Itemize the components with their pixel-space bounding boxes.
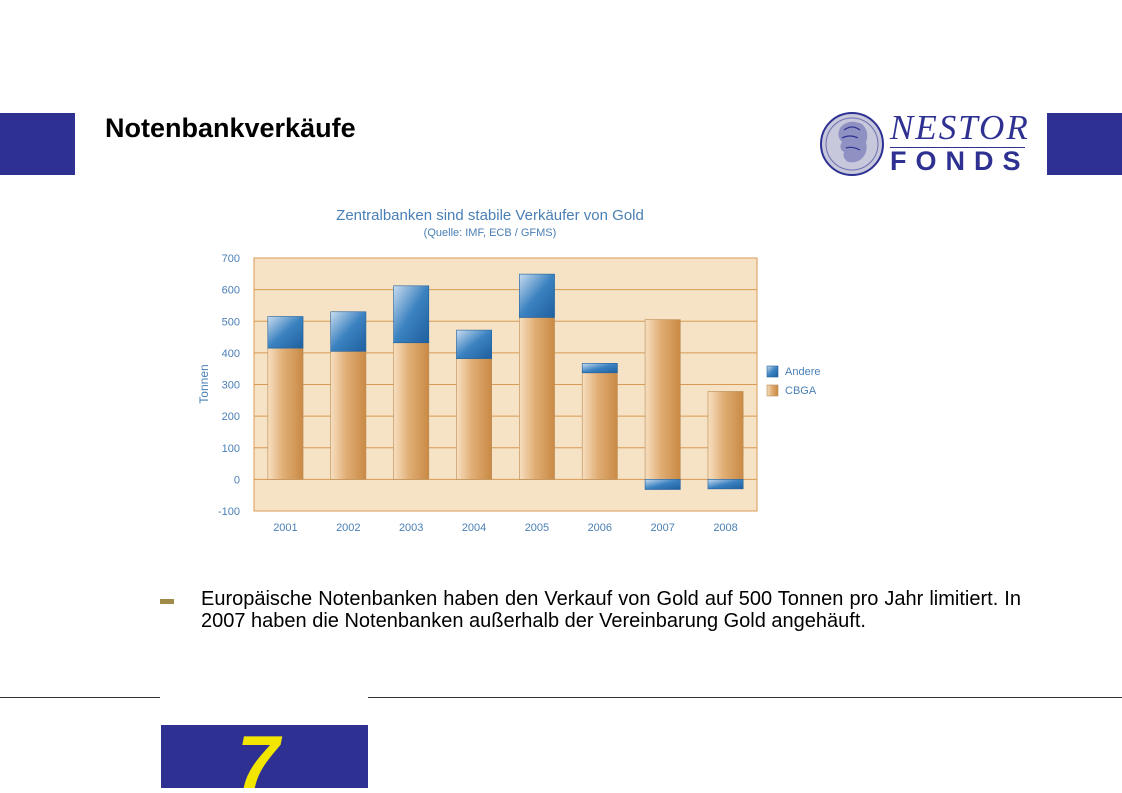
bar-cbga-2002 <box>330 350 367 480</box>
bar-andere-2005 <box>519 273 555 318</box>
y-tick-label: 600 <box>222 285 240 297</box>
y-tick-label: 500 <box>222 316 240 328</box>
bar-andere-2003 <box>393 285 430 344</box>
left-accent-block <box>0 113 75 175</box>
coin-head-icon <box>820 112 884 176</box>
y-tick-label: 100 <box>222 443 240 455</box>
x-tick-label: 2002 <box>336 522 360 534</box>
bar-andere-2007 <box>644 479 681 490</box>
bars <box>267 273 744 490</box>
x-tick-label: 2008 <box>713 522 737 534</box>
x-tick-label: 2003 <box>399 522 423 534</box>
x-tick-label: 2004 <box>462 522 486 534</box>
x-tick-label: 2007 <box>650 522 674 534</box>
right-accent-block <box>1047 113 1122 175</box>
slide-title: Notenbankverkäufe <box>105 113 356 143</box>
chart-subtitle: (Quelle: IMF, ECB / GFMS) <box>424 227 557 239</box>
y-tick-label: 300 <box>222 380 240 392</box>
bar-cbga-2006 <box>581 372 618 480</box>
bar-cbga-2008 <box>707 391 744 480</box>
gold-sales-chart: Zentralbanken sind stabile Verkäufer von… <box>197 207 820 534</box>
legend-swatch <box>766 384 779 397</box>
chart-title: Zentralbanken sind stabile Verkäufer von… <box>336 207 644 224</box>
logo-nestor-text: NESTOR <box>890 108 1030 147</box>
bar-cbga-2007 <box>644 319 681 480</box>
bullet-text: Europäische Notenbanken haben den Verkau… <box>201 588 1021 632</box>
bar-cbga-2001 <box>267 347 304 480</box>
bar-andere-2004 <box>456 329 492 359</box>
page-number-box: 7 <box>161 725 368 788</box>
footer-rule-left <box>0 697 160 698</box>
y-tick-labels: 700 600 500 400 300 200 100 0 -100 <box>218 253 240 518</box>
footer-rule-right <box>368 697 1122 698</box>
bar-cbga-2003 <box>393 342 430 480</box>
page-number: 7 <box>237 725 280 788</box>
y-tick-label: 200 <box>222 411 240 423</box>
nestor-fonds-logo: NESTOR FONDS <box>818 108 1033 180</box>
y-tick-label: -100 <box>218 506 240 518</box>
bullet-marker <box>160 599 174 604</box>
bar-andere-2006 <box>581 363 618 374</box>
x-tick-label: 2006 <box>588 522 612 534</box>
bar-cbga-2005 <box>519 317 555 480</box>
y-tick-label: 400 <box>222 348 240 360</box>
legend-swatch <box>766 365 779 378</box>
legend-label: Andere <box>785 366 820 378</box>
x-tick-label: 2001 <box>273 522 297 534</box>
y-axis-label: Tonnen <box>197 364 211 403</box>
bar-andere-2008 <box>707 479 744 490</box>
x-tick-label: 2005 <box>525 522 549 534</box>
x-tick-labels: 2001 2002 2003 2004 2005 2006 2007 2008 <box>273 522 738 534</box>
legend-label: CBGA <box>785 385 817 397</box>
legend: Andere CBGA <box>766 365 820 397</box>
logo-fonds-text: FONDS <box>890 146 1030 176</box>
bar-andere-2001 <box>267 316 304 349</box>
bar-andere-2002 <box>330 311 367 352</box>
bar-cbga-2004 <box>456 358 492 480</box>
y-tick-label: 700 <box>222 253 240 265</box>
y-tick-label: 0 <box>234 474 240 486</box>
logo-divider <box>890 147 1025 148</box>
